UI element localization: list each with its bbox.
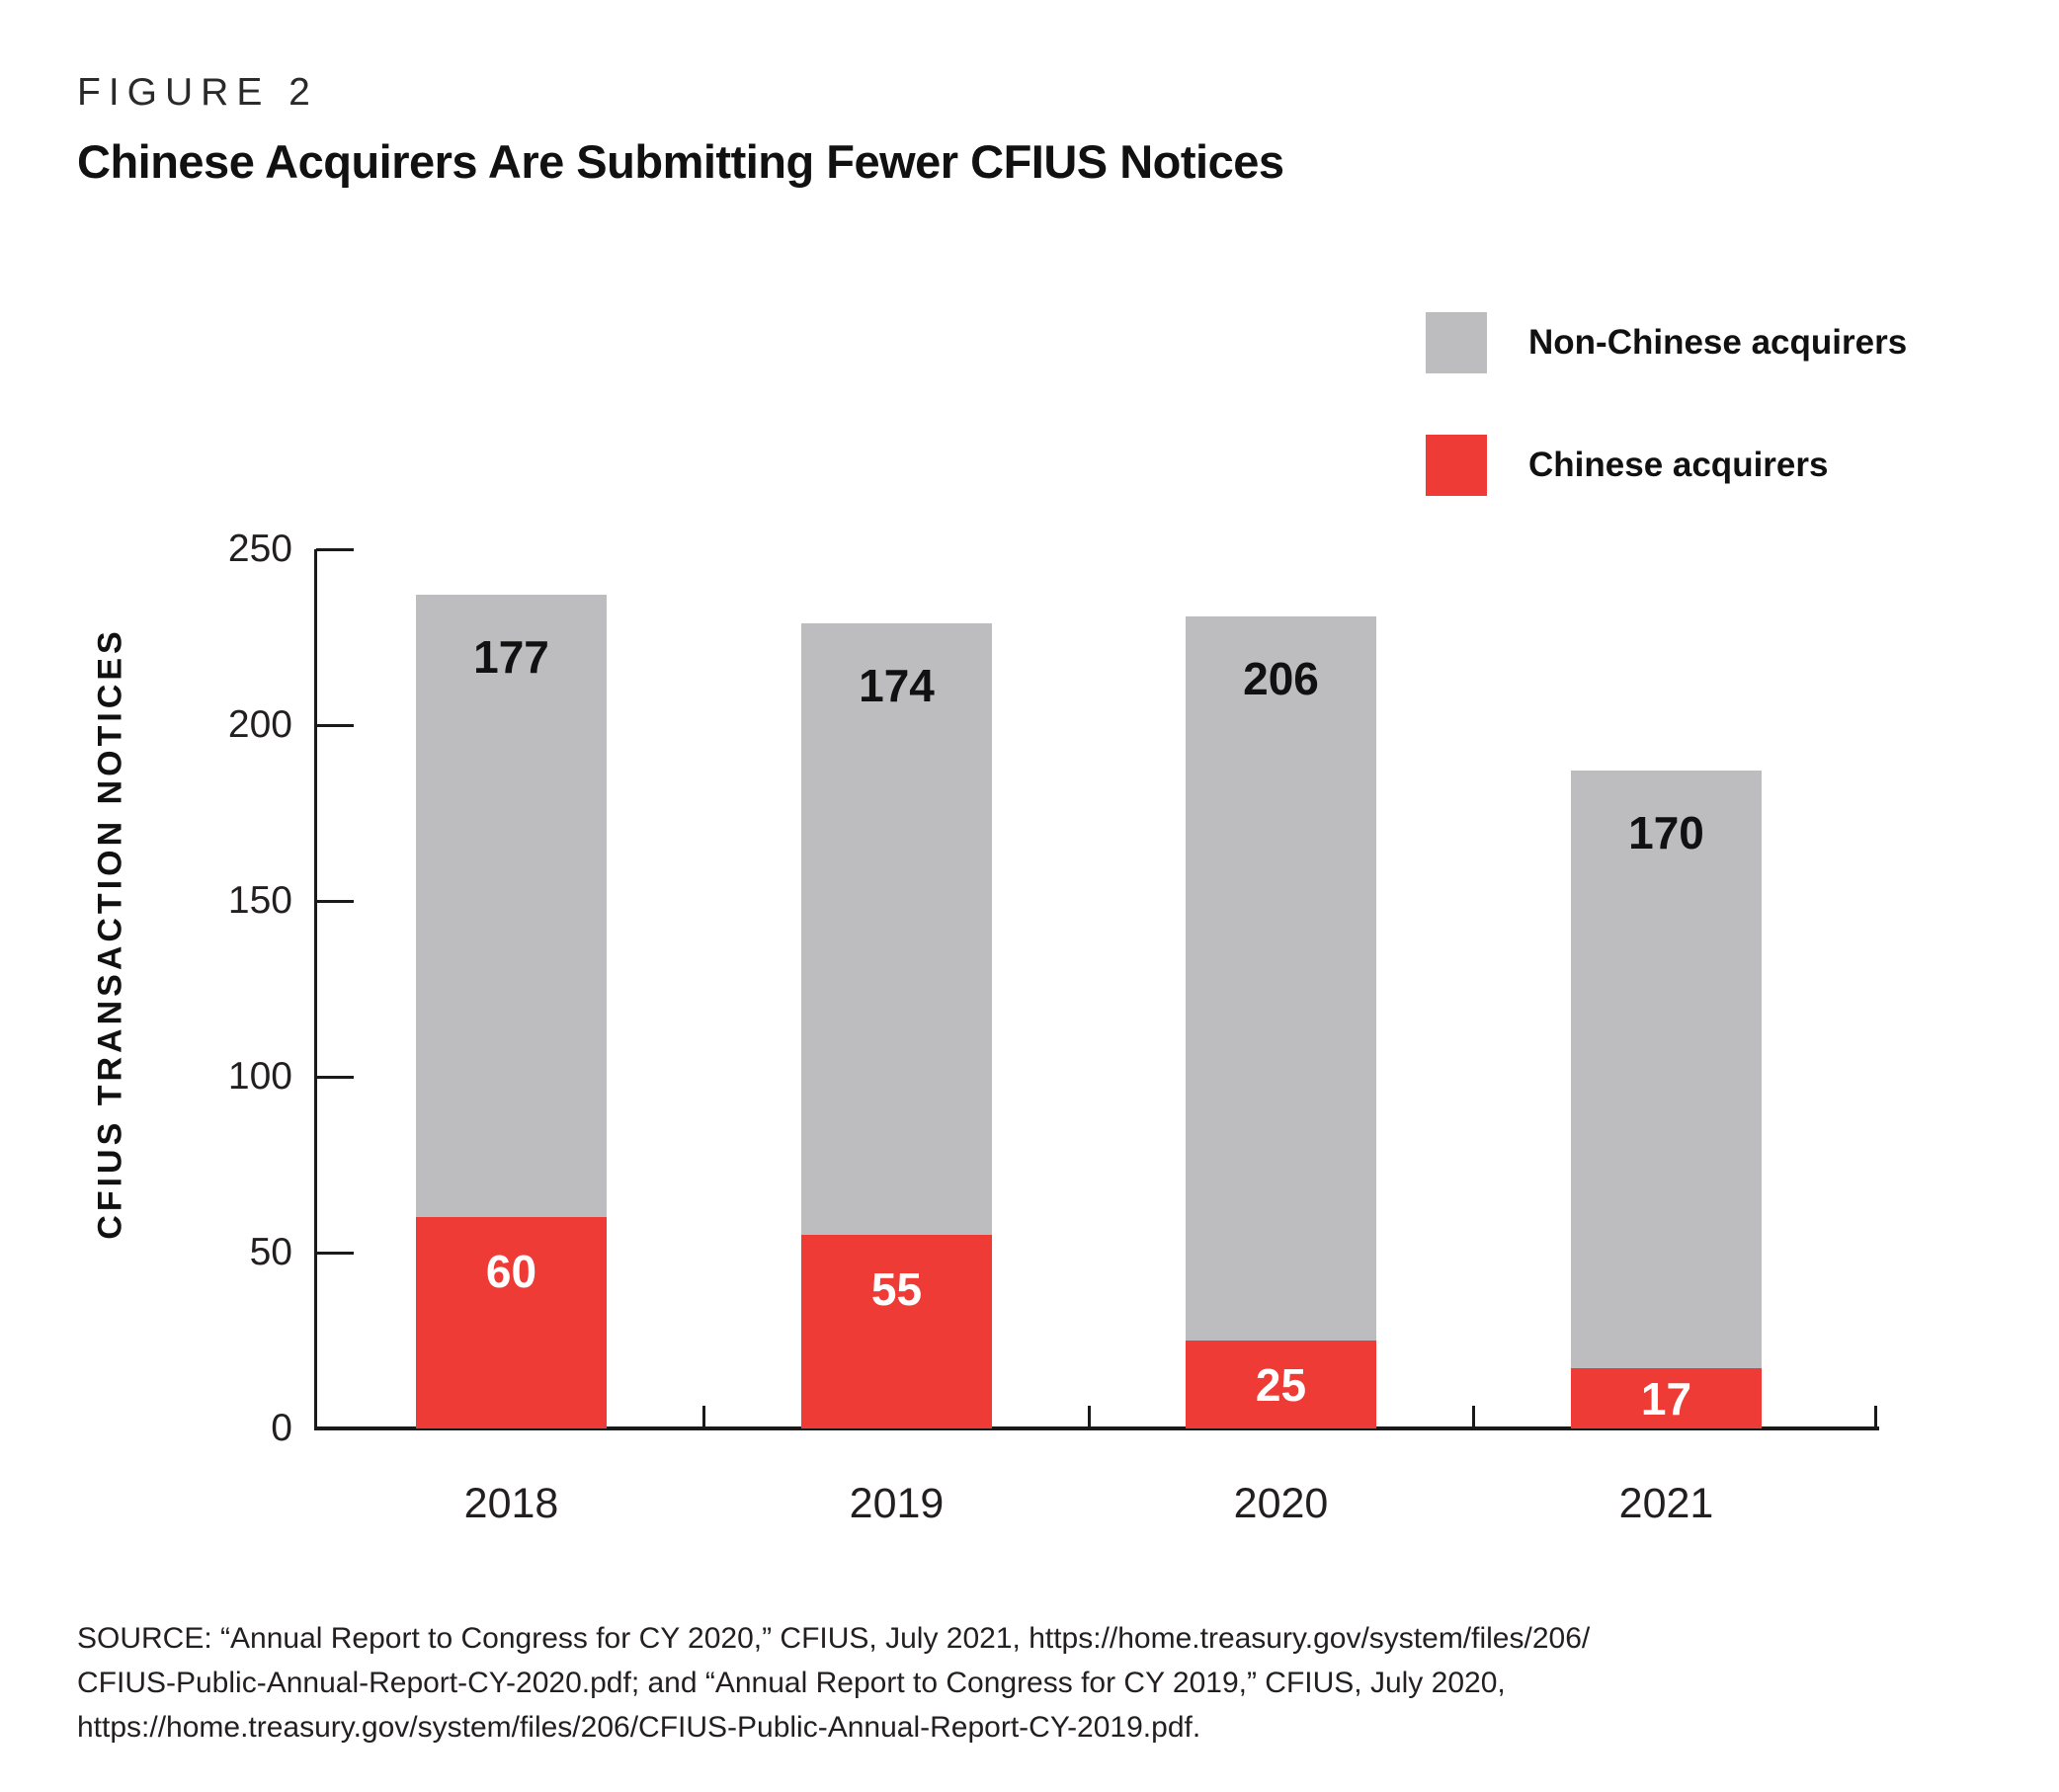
- y-tick-label-100: 100: [227, 1055, 292, 1098]
- legend-swatch-non-chinese: [1426, 312, 1487, 373]
- bar-segment-chinese-2020: [1186, 1341, 1376, 1428]
- bar-value-chinese-2021: 17: [1640, 1372, 1692, 1425]
- bar-value-chinese-2019: 55: [870, 1263, 923, 1316]
- bar-value-chinese-2020: 25: [1255, 1358, 1307, 1411]
- legend-label-non-chinese: Non-Chinese acquirers: [1528, 323, 1908, 362]
- y-tick-mark-100: [316, 1075, 354, 1079]
- chart-title: Chinese Acquirers Are Submitting Fewer C…: [77, 135, 1284, 188]
- bar-segment-non-chinese-2020: [1186, 615, 1376, 1341]
- bar-segment-non-chinese-2021: [1571, 771, 1762, 1369]
- y-tick-mark-200: [316, 723, 354, 727]
- y-tick-label-150: 150: [227, 879, 292, 922]
- x-tick-mark-1: [702, 1406, 705, 1428]
- y-tick-label-200: 200: [227, 703, 292, 746]
- y-axis-line: [314, 549, 317, 1430]
- x-category-label-2021: 2021: [1618, 1480, 1714, 1527]
- source-line-2: CFIUS-Public-Annual-Report-CY-2020.pdf; …: [77, 1667, 1506, 1699]
- bar-value-non-chinese-2019: 174: [859, 659, 935, 711]
- bar-segment-chinese-2019: [801, 1235, 992, 1428]
- x-axis-line: [314, 1426, 1879, 1430]
- source-line-1: SOURCE: “Annual Report to Congress for C…: [77, 1622, 1591, 1655]
- x-category-label-2020: 2020: [1233, 1480, 1329, 1527]
- x-tick-mark-end: [1874, 1406, 1877, 1428]
- x-category-label-2019: 2019: [849, 1480, 945, 1527]
- legend-swatch-chinese: [1426, 435, 1487, 496]
- bar-segment-non-chinese-2019: [801, 622, 992, 1236]
- bar-segment-non-chinese-2018: [416, 595, 607, 1218]
- y-axis-title: CFIUS TRANSACTION NOTICES: [91, 627, 129, 1240]
- source-line-3: https://home.treasury.gov/system/files/2…: [77, 1711, 1201, 1744]
- bar-value-non-chinese-2018: 177: [473, 631, 549, 684]
- y-tick-mark-50: [316, 1251, 354, 1255]
- bar-value-chinese-2018: 60: [485, 1246, 537, 1298]
- figure-label: FIGURE 2: [77, 71, 318, 114]
- source-note: SOURCE: “Annual Report to Congress for C…: [77, 1616, 1994, 1750]
- x-tick-mark-3: [1472, 1406, 1475, 1428]
- legend-item-non-chinese: Non-Chinese acquirers: [1426, 312, 1907, 373]
- bar-value-non-chinese-2021: 170: [1628, 807, 1704, 859]
- y-tick-label-250: 250: [227, 528, 292, 570]
- chart-legend: Non-Chinese acquirers Chinese acquirers: [1426, 312, 1907, 557]
- bar-value-non-chinese-2020: 206: [1243, 652, 1319, 704]
- legend-label-chinese: Chinese acquirers: [1528, 446, 1829, 484]
- y-tick-mark-250: [316, 547, 354, 551]
- y-tick-label-0: 0: [271, 1407, 292, 1449]
- y-tick-label-50: 50: [249, 1231, 292, 1273]
- bar-segment-chinese-2018: [416, 1217, 607, 1428]
- y-tick-mark-150: [316, 899, 354, 903]
- x-category-label-2018: 2018: [463, 1480, 559, 1527]
- legend-item-chinese: Chinese acquirers: [1426, 435, 1907, 496]
- bar-segment-chinese-2021: [1571, 1368, 1762, 1428]
- x-tick-mark-2: [1087, 1406, 1091, 1428]
